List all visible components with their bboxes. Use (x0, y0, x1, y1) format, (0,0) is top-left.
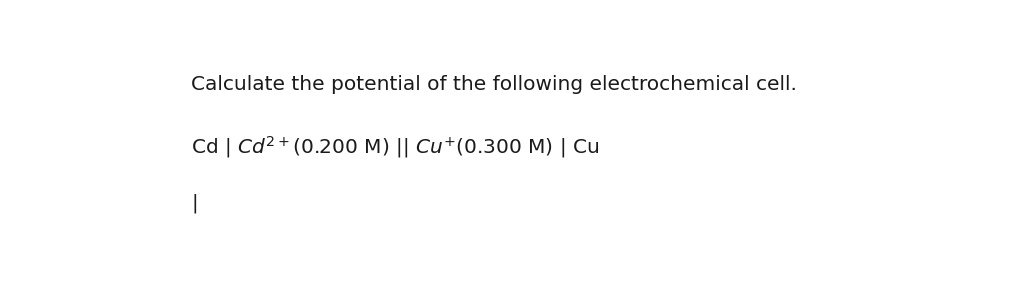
Text: Calculate the potential of the following electrochemical cell.: Calculate the potential of the following… (191, 75, 798, 94)
Text: $\mathrm{Cd\ |\ }\mathit{Cd}^{2+}$$\mathrm{(0.200\ M)\ ||\ }\mathit{Cu}^{+}$$\ma: $\mathrm{Cd\ |\ }\mathit{Cd}^{2+}$$\math… (191, 135, 600, 160)
Text: |: | (191, 194, 198, 213)
